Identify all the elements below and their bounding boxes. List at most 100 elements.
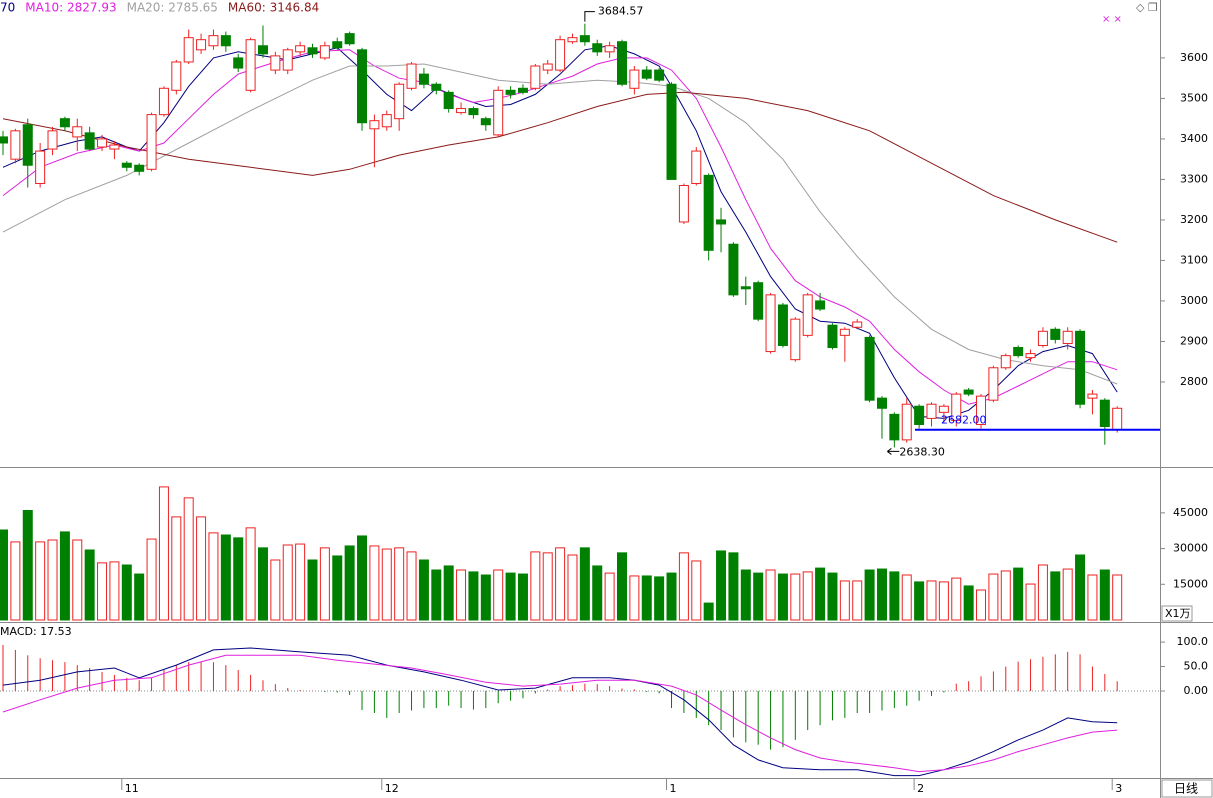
volume-bar [790,573,801,621]
volume-bar [1013,567,1024,621]
volume-bar [72,539,83,621]
y-tick-label: 100.0 [1177,635,1209,648]
candle-body [691,150,702,184]
volume-bar [10,541,21,621]
candle-body [753,282,764,320]
volume-bar [443,565,454,621]
candle-body [109,144,120,150]
volume-bar [394,547,405,621]
candle-body [183,37,194,63]
candle-body [1099,399,1110,427]
candle-body [1000,355,1011,369]
volume-bar [282,544,293,621]
volume-bar [418,559,429,621]
candle-body [1013,347,1024,357]
candle-body [171,61,182,91]
candle-body [196,39,207,51]
candle-body [963,389,974,395]
y-tick-label: 3600 [1180,51,1208,64]
icon-window[interactable]: ◇ ❐ [1136,1,1158,14]
candle-body [1037,330,1048,346]
candle-body [654,69,665,81]
volume-bar [604,572,615,621]
volume-bar [0,529,8,621]
volume-bar [579,547,590,621]
volume-bar [245,527,256,621]
indicator-line [2,654,1118,773]
y-tick-label: 3500 [1180,91,1208,104]
candle-body [47,130,58,150]
y-tick-label: 3400 [1180,132,1208,145]
candle-body [542,63,553,71]
candle-body [740,286,751,290]
candle-body [1062,330,1073,344]
volume-bar [592,565,603,621]
volume-bar [951,577,962,621]
peak-label: 3684.57 [598,5,644,18]
period-label[interactable]: 日线 [1174,782,1198,796]
candle-body [617,41,627,85]
legend-entry: MA20: 2785.65 [127,1,218,15]
candle-body [629,69,640,89]
candle-body [35,150,46,184]
volume-bar [59,531,70,621]
candle-body [357,49,368,124]
y-tick-label: 3100 [1180,253,1208,266]
candle-body [876,397,887,409]
support-label: 2682.00 [941,414,987,427]
volume-bar [158,486,169,621]
candle-body [914,405,925,425]
volume-bar [827,572,838,621]
volume-bar [357,535,368,621]
candle-body [1112,407,1123,431]
candle-body [839,328,850,336]
icon-close[interactable]: × × [1102,14,1122,25]
candle-body [988,367,999,401]
x-tick-label: 2 [917,782,924,795]
volume-bar [146,538,157,621]
volume-bar [740,569,751,621]
y-tick-label: 3300 [1180,172,1208,185]
volume-bar [369,545,380,621]
volume-bar [1087,574,1098,621]
volume-bar [295,543,306,621]
volume-bar [864,569,875,621]
candle-body [579,35,590,43]
candle-body [233,57,244,69]
candle-body [567,37,578,43]
volume-bar [406,551,417,621]
volume-bar [121,564,132,621]
volume-bar [171,516,182,621]
volume-bar [938,581,949,621]
candle-body [938,405,949,413]
candle-body [344,33,355,45]
candle-body [134,164,145,172]
annotation-pointer [584,11,595,22]
candle-body [505,89,516,95]
y-tick-label: 2900 [1180,334,1208,347]
candle-body [381,114,392,128]
candle-body [282,49,293,71]
period-box[interactable] [1161,779,1213,798]
volume-bar [196,516,207,621]
candle-body [889,413,900,441]
volume-bar [852,580,863,621]
volume-bar [765,569,776,621]
candle-body [716,219,727,225]
volume-bar [1000,570,1011,621]
candle-body [852,321,863,328]
volume-bar [468,571,479,621]
volume-bar [109,561,120,621]
candle-body [777,304,788,346]
candle-body [666,83,677,180]
volume-bar [270,559,281,621]
volume-bar [319,547,330,621]
y-tick-label: 50.0 [1184,660,1209,673]
y-tick-label: 3000 [1180,294,1208,307]
indicator-line [2,91,1118,243]
annotation-pointer [887,448,900,455]
volume-bar [220,534,231,621]
volume-bar [728,552,739,621]
volume-bar [480,574,491,621]
